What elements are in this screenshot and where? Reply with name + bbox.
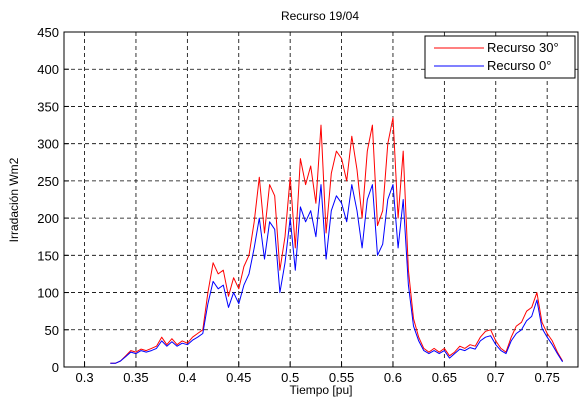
x-tick-label: 0.3 [76, 370, 94, 385]
axis-ticks [64, 31, 548, 368]
series-line-1 [110, 184, 564, 364]
legend-label-recurso-30: Recurso 30° [487, 40, 559, 55]
x-tick-label: 0.35 [123, 370, 148, 385]
y-tick-label: 300 [37, 137, 59, 152]
legend-label-recurso-0: Recurso 0° [487, 58, 551, 73]
x-tick-label: 0.45 [226, 370, 251, 385]
y-axis-title: Irradación Wm2 [7, 157, 21, 242]
y-tick-label: 150 [37, 248, 59, 263]
x-tick-label: 0.7 [487, 370, 505, 385]
y-tick-labels: 0 50 100 150 200 250 300 350 400 450 [37, 25, 59, 375]
x-axis-title: Tiempo [pu] [290, 383, 353, 397]
x-tick-label: 0.5 [281, 370, 299, 385]
x-tick-label: 0.75 [535, 370, 560, 385]
y-tick-label: 200 [37, 211, 59, 226]
series-line-0 [110, 117, 564, 364]
legend: Recurso 30° Recurso 0° [424, 35, 576, 79]
legend-box [424, 35, 576, 79]
chart-title: Recurso 19/04 [281, 9, 359, 23]
y-tick-label: 0 [52, 360, 59, 375]
y-tick-label: 100 [37, 286, 59, 301]
x-tick-label: 0.55 [329, 370, 354, 385]
y-tick-label: 400 [37, 62, 59, 77]
y-tick-label: 350 [37, 99, 59, 114]
y-tick-label: 250 [37, 174, 59, 189]
x-tick-labels: 0.3 0.35 0.4 0.45 0.5 0.55 0.6 0.65 0.7 0.75 [76, 370, 560, 385]
x-tick-label: 0.4 [178, 370, 196, 385]
plot-area-frame [63, 31, 579, 368]
x-tick-label: 0.6 [384, 370, 402, 385]
y-tick-label: 50 [45, 323, 59, 338]
x-tick-label: 0.65 [432, 370, 457, 385]
series-lines [110, 117, 564, 364]
y-tick-label: 450 [37, 25, 59, 40]
